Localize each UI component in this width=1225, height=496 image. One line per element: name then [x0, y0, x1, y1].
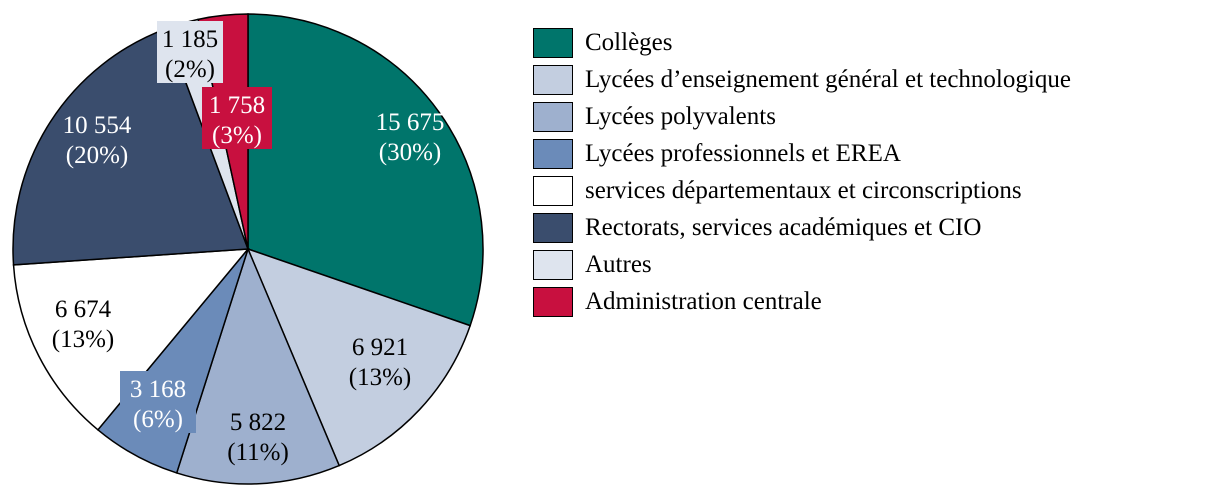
legend: Collèges Lycées d’enseignement général et…: [533, 24, 1071, 320]
legend-item: Autres: [533, 246, 1071, 283]
data-label-percent: (3%): [212, 122, 262, 149]
legend-label: Collèges: [585, 28, 673, 56]
data-label-percent: (13%): [52, 326, 114, 353]
data-label-background: [120, 371, 196, 433]
data-label-background: [202, 87, 272, 149]
data-label-background: [157, 21, 223, 83]
legend-swatch: [533, 286, 573, 317]
legend-swatch: [533, 212, 573, 243]
legend-label: Lycées polyvalents: [585, 102, 776, 130]
legend-swatch: [533, 27, 573, 58]
pie-slice: [12, 27, 250, 266]
legend-label: services départementaux et circonscripti…: [585, 176, 1022, 204]
legend-item: Lycées professionnels et EREA: [533, 135, 1071, 172]
legend-swatch: [533, 175, 573, 206]
data-label-value: 1 185: [162, 26, 218, 53]
data-label-value: 6 674: [55, 296, 112, 323]
legend-swatch: [533, 64, 573, 95]
data-label-value: 10 554: [63, 112, 132, 139]
data-label-value: 1 758: [209, 92, 265, 119]
pie-chart: 15 675 (30%) 6 921 (13%) 5 822 (11%) 3 168 (6%)…: [12, 13, 484, 485]
data-label-value: 3 168: [130, 376, 186, 403]
legend-swatch: [533, 138, 573, 169]
legend-label: Administration centrale: [585, 287, 822, 315]
data-label-percent: (2%): [165, 56, 215, 83]
pie-slice: [175, 246, 341, 485]
pie-slice: [247, 13, 484, 327]
legend-item: Administration centrale: [533, 283, 1071, 320]
legend-item: Collèges: [533, 24, 1071, 61]
legend-item: Lycées d’enseignement général et technol…: [533, 61, 1071, 98]
data-label-percent: (20%): [66, 142, 128, 169]
legend-label: Autres: [585, 250, 652, 278]
data-label-percent: (11%): [227, 439, 289, 466]
legend-item: services départementaux et circonscripti…: [533, 172, 1071, 209]
data-label-percent: (30%): [379, 139, 441, 166]
legend-label: Lycées professionnels et EREA: [585, 139, 901, 167]
pie-slice: [246, 247, 472, 467]
legend-swatch: [533, 249, 573, 280]
data-label-percent: (6%): [133, 406, 183, 433]
legend-item: Lycées polyvalents: [533, 98, 1071, 135]
data-label-percent: (13%): [349, 364, 411, 391]
data-label-value: 5 822: [230, 409, 286, 436]
data-label-value: 6 921: [352, 334, 408, 361]
pie-slice: [12, 248, 250, 431]
legend-item: Rectorats, services académiques et CIO: [533, 209, 1071, 246]
data-label-value: 15 675: [376, 109, 445, 136]
legend-label: Rectorats, services académiques et CIO: [585, 213, 982, 241]
legend-label: Lycées d’enseignement général et technol…: [585, 65, 1071, 93]
legend-swatch: [533, 101, 573, 132]
